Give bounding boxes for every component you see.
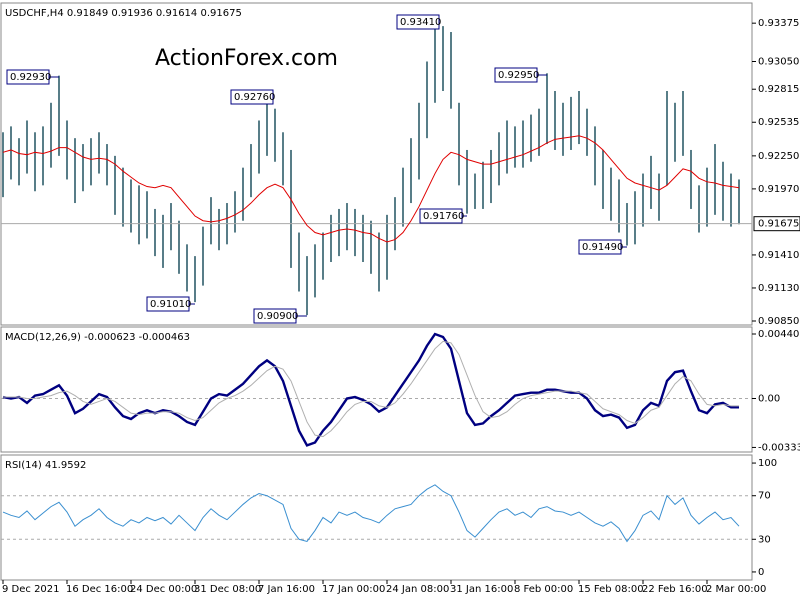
y-tick-label: 0.92250 <box>758 151 799 162</box>
y-tick-label: 100 <box>758 458 777 469</box>
series-line <box>3 340 739 438</box>
y-tick-label: 70 <box>758 491 771 502</box>
annotation-label: 0.92760 <box>234 92 275 103</box>
annotation-box <box>396 14 440 30</box>
y-tick-label: 0.92815 <box>758 84 799 95</box>
y-tick-label: 0.91970 <box>758 184 799 195</box>
x-tick-label: 8 Feb 00:00 <box>514 584 573 595</box>
x-tick-label: 2 Mar 00:00 <box>706 584 766 595</box>
panel-frame <box>0 326 753 453</box>
annotation-box <box>6 69 50 85</box>
panel-frame <box>0 2 753 326</box>
annotation-box <box>253 308 297 324</box>
panel-title: MACD(12,26,9) -0.000623 -0.000463 <box>5 332 190 343</box>
series-line <box>2 135 740 243</box>
annotation-label: 0.91490 <box>582 242 623 253</box>
y-tick-label: 0.91130 <box>758 283 799 294</box>
x-tick-label: 24 Jan 08:00 <box>386 584 449 595</box>
x-tick-label: 31 Dec 08:00 <box>194 584 261 595</box>
x-tick-label: 31 Jan 16:00 <box>450 584 513 595</box>
y-tick-label: 30 <box>758 534 771 545</box>
x-tick-label: 17 Jan 00:00 <box>322 584 385 595</box>
annotation-label: 0.91760 <box>423 211 464 222</box>
y-tick-label: 0.90850 <box>758 316 799 327</box>
y-tick-label: 0.91410 <box>758 250 799 261</box>
panel-frame <box>0 454 753 581</box>
y-tick-label: 0.93050 <box>758 57 799 68</box>
series-line <box>2 484 740 543</box>
annotation-box <box>146 296 190 312</box>
annotation-box <box>419 208 463 224</box>
annotation-label: 0.92950 <box>498 70 539 81</box>
annotation-box <box>494 67 538 83</box>
y-tick-label: 0.92535 <box>758 117 799 128</box>
x-tick-label: 22 Feb 16:00 <box>642 584 708 595</box>
annotation-label: 0.91010 <box>150 299 191 310</box>
x-tick-label: 9 Dec 2021 <box>2 584 60 595</box>
y-tick-label: -0.003338 <box>758 442 800 453</box>
annotation-box <box>230 89 274 105</box>
x-tick-label: 15 Feb 08:00 <box>578 584 644 595</box>
panel-title: USDCHF,H4 0.91849 0.91936 0.91614 0.9167… <box>5 8 242 19</box>
annotation-box <box>578 239 622 255</box>
x-tick-label: 24 Dec 00:00 <box>130 584 197 595</box>
annotation-label: 0.93410 <box>400 17 441 28</box>
panel-title: RSI(14) 41.9592 <box>5 460 86 471</box>
last-price-label: 0.91675 <box>758 219 799 230</box>
x-tick-label: 16 Dec 16:00 <box>66 584 133 595</box>
annotation-label: 0.90900 <box>257 311 298 322</box>
y-tick-label: 0.93375 <box>758 18 799 29</box>
watermark: ActionForex.com <box>155 46 338 71</box>
annotation-label: 0.92930 <box>10 72 51 83</box>
y-tick-label: 0.004403 <box>758 329 800 340</box>
series-line <box>2 332 739 447</box>
y-tick-label: 0 <box>758 567 764 578</box>
last-price-box <box>753 216 800 232</box>
x-tick-label: 7 Jan 16:00 <box>258 584 315 595</box>
y-tick-label: 0.00 <box>758 394 780 405</box>
